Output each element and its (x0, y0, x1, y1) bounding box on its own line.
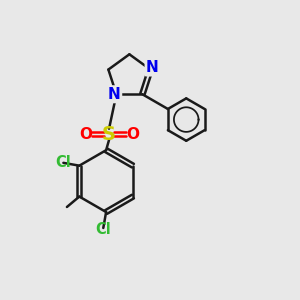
Text: Cl: Cl (56, 155, 71, 170)
Text: N: N (146, 60, 159, 75)
Text: O: O (126, 127, 139, 142)
Text: O: O (79, 127, 92, 142)
Text: N: N (108, 87, 121, 102)
Text: S: S (102, 124, 116, 143)
Text: Cl: Cl (95, 222, 111, 237)
